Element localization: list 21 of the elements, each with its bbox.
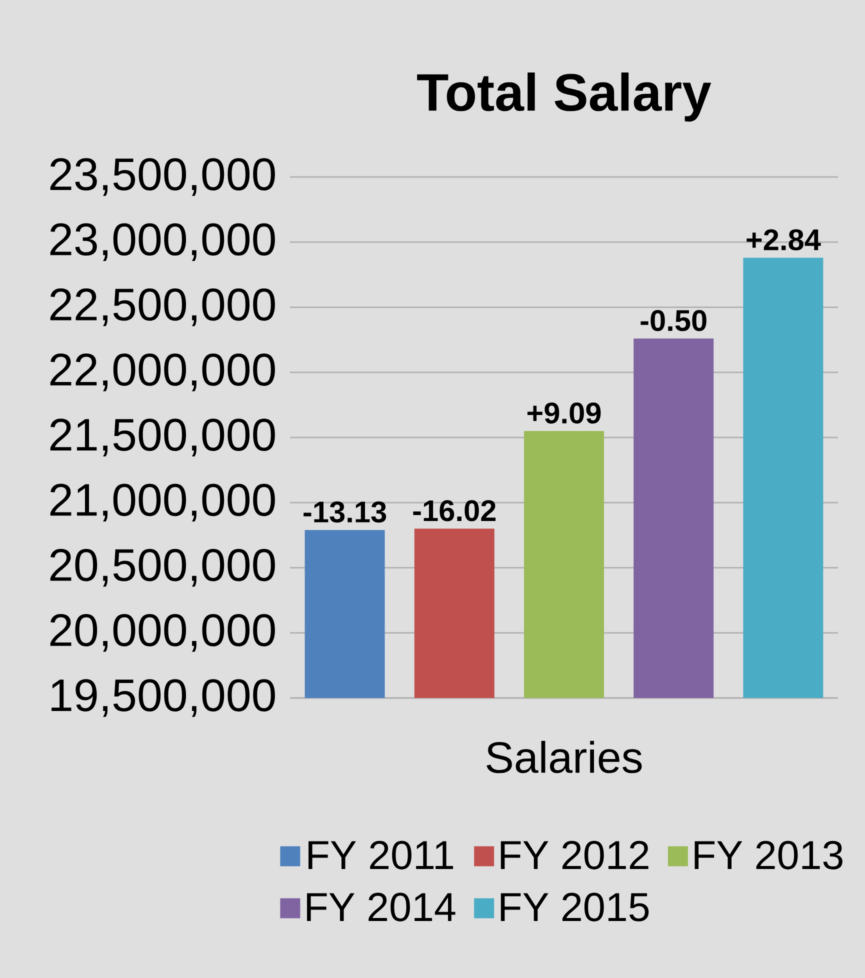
legend-label: FY 2011 xyxy=(308,840,454,870)
annotation: -0.50 xyxy=(640,310,706,332)
y-tick-label: 19,500,000 xyxy=(52,679,275,717)
chart-title: Total Salary xyxy=(417,72,712,122)
annotation: -13.13 xyxy=(304,501,386,523)
legend-label: FY 2014 xyxy=(307,892,456,922)
y-tick-label: 22,500,000 xyxy=(50,288,275,326)
y-tick-label: 23,500,000 xyxy=(50,158,275,196)
legend-label: FY 2012 xyxy=(500,840,648,870)
legend-label: FY 2015 xyxy=(500,892,649,922)
y-tick-label: 22,000,000 xyxy=(50,353,275,392)
y-tick-label: 21,000,000 xyxy=(50,484,275,522)
y-tick-label: 20,500,000 xyxy=(50,548,275,587)
annotation: +2.84 xyxy=(746,229,821,250)
x-axis-title: Salaries xyxy=(486,740,642,774)
y-tick-label: 21,500,000 xyxy=(50,418,275,456)
y-tick-label: 20,000,000 xyxy=(50,614,275,652)
annotation: +9.09 xyxy=(527,402,601,424)
y-tick-label: 23,000,000 xyxy=(50,223,275,262)
annotation: -16.02 xyxy=(413,500,496,522)
legend-label: FY 2013 xyxy=(694,840,842,870)
